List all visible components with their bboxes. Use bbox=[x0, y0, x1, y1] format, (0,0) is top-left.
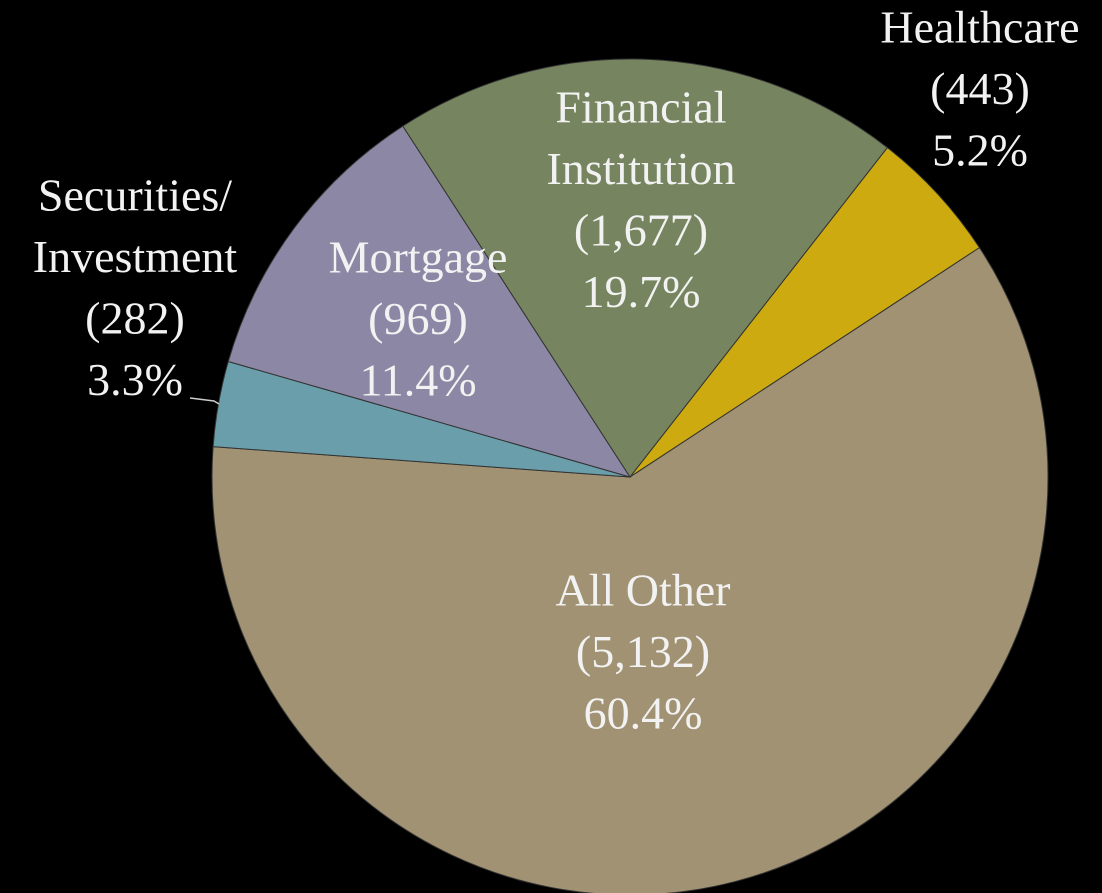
labels: Healthcare (443) 5.2% All Other (5,132) 60.4%… bbox=[33, 2, 1080, 739]
pie bbox=[211, 58, 1049, 893]
value-label: 60.4% bbox=[584, 688, 703, 739]
value-label: 3.3% bbox=[87, 354, 183, 405]
count-label: (969) bbox=[368, 293, 468, 344]
pie-slice bbox=[211, 246, 1049, 893]
count-label: (1,677) bbox=[574, 205, 708, 256]
value-label: 11.4% bbox=[359, 355, 476, 406]
count-label: (282) bbox=[85, 293, 185, 344]
pie-slice bbox=[227, 125, 632, 478]
value-label: 19.7% bbox=[582, 266, 701, 317]
slice-label: Investment bbox=[33, 231, 238, 282]
value-label: 5.2% bbox=[932, 125, 1028, 176]
slice-label: Securities/ bbox=[38, 170, 232, 221]
count-label: (5,132) bbox=[576, 626, 710, 677]
leader-line bbox=[189, 397, 220, 405]
slice-label: Institution bbox=[546, 143, 735, 194]
count-label: (443) bbox=[930, 63, 1030, 114]
pie-slice bbox=[629, 146, 981, 478]
slice-label: Financial bbox=[555, 82, 726, 133]
slice-label: All Other bbox=[555, 565, 730, 616]
slice-label: Healthcare bbox=[880, 2, 1079, 53]
slice-label: Mortgage bbox=[329, 232, 508, 283]
pie-slice bbox=[402, 58, 889, 478]
